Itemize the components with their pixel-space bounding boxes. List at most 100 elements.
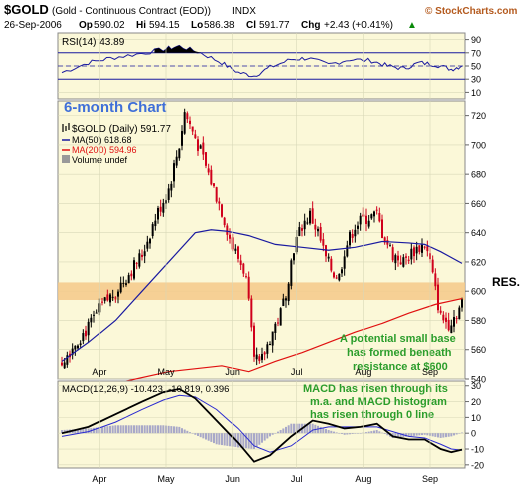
- candle-body: [341, 269, 343, 274]
- candle-body: [311, 208, 314, 224]
- candle-body: [437, 284, 439, 311]
- candle-body: [431, 259, 434, 273]
- candle-body: [61, 362, 63, 366]
- candle-body: [221, 204, 223, 217]
- candle-body: [373, 211, 375, 217]
- macd-histogram-bar: [447, 433, 450, 437]
- macd-histogram-bar: [130, 425, 133, 434]
- candle-body: [170, 183, 173, 191]
- macd-histogram-bar: [213, 433, 215, 444]
- macd-histogram-bar: [290, 423, 293, 434]
- month-label-price: Aug: [355, 367, 371, 377]
- macd-histogram-bar: [269, 433, 271, 437]
- macd-histogram-bar: [298, 423, 301, 434]
- macd-histogram-bar: [274, 433, 277, 434]
- candle-body: [199, 145, 202, 149]
- macd-histogram-bar: [221, 433, 223, 446]
- candle-body: [157, 207, 159, 220]
- candle-body: [309, 210, 311, 224]
- macd-histogram-bar: [461, 432, 463, 434]
- price-tick-label: 660: [471, 199, 486, 209]
- candle-body: [375, 209, 378, 211]
- candle-body: [237, 246, 239, 259]
- macd-histogram-bar: [85, 428, 87, 434]
- ma50-line: [61, 229, 463, 362]
- candle-body: [330, 258, 333, 271]
- macd-histogram-bar: [287, 425, 290, 434]
- moving-averages: [61, 229, 463, 393]
- candle-body: [197, 139, 199, 151]
- price-tick-label: 720: [471, 111, 486, 121]
- macd-histogram-bar: [306, 423, 309, 434]
- macd-histogram-bar: [149, 425, 151, 434]
- candle-body: [85, 330, 87, 337]
- candle-body: [274, 323, 277, 334]
- macd-histogram-bar: [181, 428, 183, 434]
- candle-body: [343, 256, 346, 269]
- candle-body: [450, 325, 453, 334]
- candle-body: [205, 152, 207, 166]
- macd-histogram-bar: [271, 433, 274, 435]
- price-tick-label: 640: [471, 228, 486, 238]
- candle-body: [74, 345, 77, 350]
- candle-body: [453, 317, 455, 327]
- candle-body: [226, 225, 229, 235]
- candle-body: [426, 246, 429, 252]
- macd-histogram-bar: [191, 433, 194, 434]
- candle-body: [439, 310, 442, 313]
- candle-body: [263, 352, 266, 355]
- macd-histogram-bar: [285, 426, 287, 434]
- macd-histogram-bar: [418, 433, 421, 436]
- macd-histogram-bar: [314, 424, 317, 434]
- candle-body: [335, 277, 338, 279]
- macd-histogram-bar: [157, 425, 159, 434]
- chg-label: Chg: [301, 20, 320, 31]
- annotation-line-1: A potential small base: [340, 333, 456, 345]
- chart-title: 6-month Chart: [64, 99, 167, 116]
- candle-body: [79, 343, 82, 346]
- macd-histogram-bar: [143, 425, 146, 434]
- candle-body: [306, 222, 309, 224]
- macd-histogram-bar: [63, 429, 66, 434]
- month-label-bottom: Aug: [355, 474, 371, 484]
- candle-body: [266, 344, 269, 354]
- macd-histogram-bar: [93, 427, 95, 434]
- lo-value: 586.38: [204, 20, 235, 31]
- header-name: (Gold - Continuous Contract (EOD)): [52, 6, 211, 17]
- month-label-price: Jul: [291, 367, 303, 377]
- macd-histogram-bar: [178, 426, 181, 434]
- macd-histogram-bar: [279, 430, 282, 434]
- candle-body: [413, 247, 415, 257]
- candle-body: [109, 294, 111, 303]
- macd-histogram-bar: [183, 429, 186, 434]
- macd-histogram: [61, 423, 463, 450]
- resistance-label: RES.: [492, 275, 520, 289]
- macd-histogram-bar: [335, 432, 338, 434]
- macd-histogram-bar: [170, 426, 173, 434]
- candle-body: [370, 214, 373, 219]
- candle-body: [405, 256, 407, 258]
- candle-body: [367, 220, 370, 227]
- candle-body: [186, 113, 189, 120]
- candle-body: [229, 234, 231, 239]
- macd-histogram-bar: [117, 425, 119, 434]
- macd-histogram-bar: [119, 425, 122, 434]
- candle-body: [239, 260, 242, 265]
- candle-body: [106, 294, 109, 301]
- macd-histogram-bar: [205, 433, 207, 440]
- candle-body: [458, 307, 461, 320]
- macd-histogram-bar: [381, 432, 383, 434]
- price-tick-label: 560: [471, 345, 486, 355]
- candle-body: [218, 201, 221, 204]
- macd-histogram-bar: [423, 433, 426, 435]
- rsi-tick-label: 90: [471, 35, 481, 45]
- candle-body: [141, 254, 143, 257]
- candle-body: [261, 354, 263, 360]
- candle-body: [202, 142, 205, 155]
- month-label-price: Sep: [422, 367, 438, 377]
- macd-histogram-bar: [455, 433, 458, 435]
- macd-histogram-bar: [277, 431, 279, 434]
- macd-histogram-bar: [357, 433, 359, 434]
- macd-histogram-bar: [370, 431, 373, 434]
- candle-body: [149, 238, 151, 244]
